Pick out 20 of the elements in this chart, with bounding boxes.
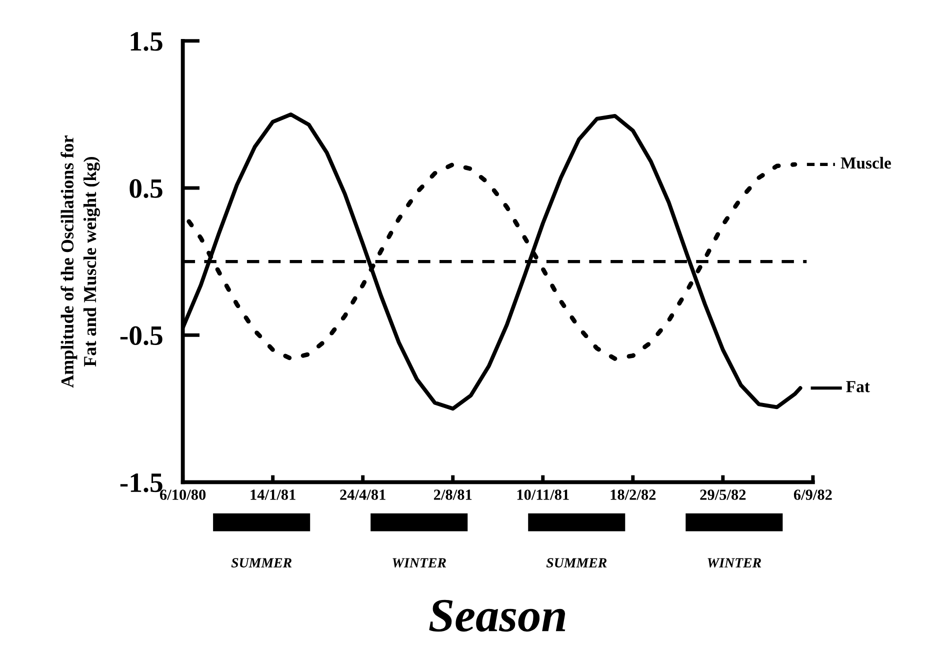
y-axis-title: Amplitude of the Oscillations for Fat and Muscle weight (kg) <box>60 136 100 388</box>
y-tick-label: -0.5 <box>120 326 162 346</box>
legend-label: Fat <box>846 381 870 392</box>
x-tick-label: 29/5/82 <box>700 490 746 500</box>
text: WINTER <box>392 558 446 568</box>
y-tick-label: -1.5 <box>120 474 162 492</box>
text: WINTER <box>708 558 762 568</box>
x-tick-label: 24/4/81 <box>340 490 386 500</box>
x-tick-label: 14/1/81 <box>250 490 296 500</box>
x-axis-title: Season <box>429 600 566 632</box>
x-tick-label: 2/8/81 <box>434 490 472 500</box>
y-tick-label: 0.5 <box>130 179 162 198</box>
text: SUMMER <box>231 558 292 568</box>
legend-label: Muscle <box>840 156 891 169</box>
text: SUMMER <box>546 558 607 568</box>
x-tick-label: 18/2/82 <box>610 490 656 500</box>
x-tick-label: 10/11/81 <box>517 490 569 500</box>
y-tick-label: 1.5 <box>130 32 162 51</box>
x-tick-label: 6/10/80 <box>160 490 206 500</box>
x-tick-label: 6/9/82 <box>794 490 832 500</box>
